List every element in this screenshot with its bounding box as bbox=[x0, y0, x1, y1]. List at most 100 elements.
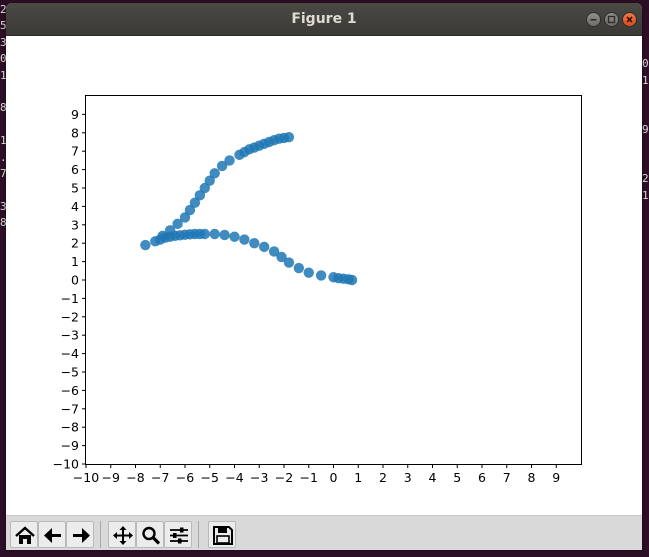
y-tick-label: 3 bbox=[71, 217, 79, 232]
y-tick-label: 7 bbox=[71, 144, 79, 159]
figure-canvas[interactable]: −10 −9 −8 −7 −6 −5 −4 −3 −2 −1 0 1 2 3 4 5 6 7 8 9 −10 −9 −8−… bbox=[6, 36, 642, 515]
y-tick-label: 8 bbox=[71, 125, 79, 140]
y-tick-label: −7 bbox=[61, 401, 79, 416]
scatter-point bbox=[283, 257, 295, 268]
x-tick-label: −1 bbox=[300, 470, 318, 485]
scatter-plot: −10 −9 −8 −7 −6 −5 −4 −3 −2 −1 0 1 2 3 4 5 6 7 8 9 −10−9−8−… bbox=[53, 95, 582, 485]
scatter-point bbox=[189, 197, 201, 208]
scatter-point bbox=[249, 238, 260, 249]
scatter-point bbox=[268, 246, 280, 257]
floppy-icon bbox=[213, 526, 233, 545]
maximize-icon bbox=[607, 15, 616, 24]
x-tick-label: 9 bbox=[552, 470, 560, 485]
sliders-icon bbox=[170, 527, 188, 544]
scatter-point bbox=[164, 225, 176, 236]
x-tick-label: 0 bbox=[330, 470, 338, 485]
y-tick-label: −4 bbox=[61, 346, 79, 361]
y-tick-label: 6 bbox=[71, 162, 79, 177]
x-tick-label: 8 bbox=[528, 470, 536, 485]
y-tick-label: −2 bbox=[61, 309, 79, 324]
maximize-button[interactable] bbox=[604, 12, 619, 27]
y-tick-label: 2 bbox=[71, 236, 79, 251]
window-title: Figure 1 bbox=[291, 11, 357, 27]
figure-window: Figure 1 −10 −9 −8 −7 −6 −5 −4 −3 −2 −1 0 1 2 3 4 5 6 7 8 9… bbox=[6, 3, 642, 550]
y-tick-label: −5 bbox=[61, 365, 79, 380]
scatter-point bbox=[259, 241, 270, 253]
x-tick-label: −3 bbox=[250, 470, 268, 485]
x-tick-label: 7 bbox=[503, 470, 511, 485]
y-tick-label: −10 bbox=[53, 457, 79, 472]
scatter-point bbox=[293, 262, 305, 274]
x-tick-label: 3 bbox=[404, 470, 412, 485]
x-axis: −10 −9 −8 −7 −6 −5 −4 −3 −2 −1 0 1 2 3 4 5 6 7 8 9 bbox=[73, 464, 560, 485]
pan-button[interactable] bbox=[108, 521, 136, 548]
x-tick-label: −4 bbox=[225, 470, 243, 485]
y-tick-label: 0 bbox=[71, 273, 79, 288]
scatter-point bbox=[315, 270, 327, 281]
x-tick-label: −5 bbox=[201, 470, 219, 485]
terminal-left-text: 2 5 3 0 1 8 1 . 7 3 8 bbox=[0, 3, 7, 230]
back-button[interactable] bbox=[38, 521, 66, 548]
scatter-point bbox=[204, 175, 215, 186]
y-tick-label: 5 bbox=[71, 181, 79, 196]
y-tick-label: 4 bbox=[71, 199, 79, 214]
scatter-point bbox=[239, 234, 250, 245]
scatter-point bbox=[199, 228, 210, 240]
x-tick-label: −6 bbox=[176, 470, 194, 485]
x-tick-label: −10 bbox=[73, 470, 99, 485]
close-button[interactable] bbox=[622, 12, 637, 27]
scatter-point bbox=[184, 204, 196, 216]
scatter-point bbox=[172, 218, 183, 230]
save-button[interactable] bbox=[208, 521, 236, 548]
scatter-points bbox=[140, 132, 358, 286]
x-tick-label: −9 bbox=[102, 470, 120, 485]
home-icon bbox=[15, 526, 35, 544]
magnifier-icon bbox=[142, 526, 161, 545]
forward-button[interactable] bbox=[66, 521, 94, 548]
scatter-point bbox=[346, 274, 358, 286]
scatter-point bbox=[219, 229, 230, 241]
y-tick-label: −9 bbox=[61, 438, 79, 453]
x-tick-label: 6 bbox=[478, 470, 486, 485]
toolbar-separator bbox=[100, 521, 101, 548]
y-tick-label: −3 bbox=[61, 328, 79, 343]
terminal-background-text bbox=[0, 0, 649, 2]
scatter-point bbox=[179, 212, 191, 223]
x-tick-label: −7 bbox=[151, 470, 169, 485]
y-tick-label: 1 bbox=[71, 254, 79, 269]
navigation-toolbar bbox=[6, 515, 642, 550]
x-tick-label: 1 bbox=[354, 470, 362, 485]
arrow-right-icon bbox=[73, 528, 90, 543]
arrow-left-icon bbox=[44, 528, 61, 543]
scatter-point bbox=[283, 132, 295, 143]
title-bar[interactable]: Figure 1 bbox=[6, 3, 642, 36]
scatter-point bbox=[199, 182, 210, 194]
toolbar-separator bbox=[198, 521, 199, 548]
scatter-point bbox=[276, 251, 287, 263]
y-tick-label: −8 bbox=[61, 420, 79, 435]
terminal-right-text: 0 1 9 2 1 bbox=[642, 57, 649, 202]
scatter-point bbox=[209, 228, 220, 240]
home-button[interactable] bbox=[10, 521, 38, 548]
scatter-point bbox=[229, 231, 240, 242]
scatter-point bbox=[224, 155, 235, 166]
y-tick-label: −1 bbox=[61, 291, 79, 306]
y-tick-label: 9 bbox=[71, 107, 79, 122]
x-tick-label: 5 bbox=[453, 470, 461, 485]
minimize-button[interactable] bbox=[586, 12, 601, 27]
scatter-point bbox=[216, 160, 228, 172]
scatter-point bbox=[194, 190, 206, 201]
minimize-icon bbox=[590, 19, 597, 21]
scatter-point bbox=[303, 267, 314, 278]
move-icon bbox=[113, 526, 133, 545]
y-tick-label: −6 bbox=[61, 383, 79, 398]
configure-subplots-button[interactable] bbox=[164, 521, 192, 548]
close-icon bbox=[626, 16, 633, 23]
x-tick-label: 2 bbox=[379, 470, 387, 485]
scatter-point bbox=[157, 230, 168, 242]
x-tick-label: −2 bbox=[275, 470, 293, 485]
scatter-point bbox=[140, 239, 151, 251]
zoom-button[interactable] bbox=[136, 521, 164, 548]
scatter-point bbox=[209, 168, 220, 179]
